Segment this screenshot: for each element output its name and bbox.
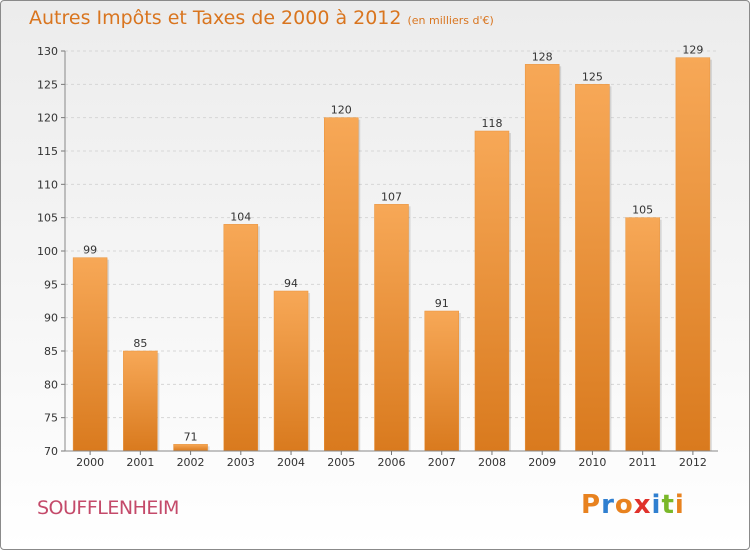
- bar-value-label: 99: [83, 244, 97, 257]
- y-tick-label: 90: [44, 312, 58, 325]
- logo-letter: r: [601, 490, 615, 520]
- x-tick-label: 2004: [277, 456, 305, 469]
- x-tick-label: 2012: [679, 456, 707, 469]
- logo-letter: P: [581, 490, 602, 520]
- bar[interactable]: [474, 130, 510, 452]
- town-name: SOUFFLENHEIM: [37, 497, 179, 519]
- bar[interactable]: [675, 57, 711, 452]
- y-tick-label: 75: [44, 412, 58, 425]
- bar-value-label: 94: [284, 277, 298, 290]
- y-tick-label: 130: [37, 45, 58, 58]
- bar[interactable]: [123, 350, 158, 452]
- y-tick-label: 125: [37, 78, 58, 91]
- y-tick-label: 110: [37, 178, 58, 191]
- bar-value-label: 104: [230, 210, 251, 223]
- x-tick-label: 2006: [378, 456, 406, 469]
- bar-value-label: 85: [133, 337, 147, 350]
- x-tick-label: 2005: [327, 456, 355, 469]
- chart-title-text: Autres Impôts et Taxes de 2000 à 2012: [29, 7, 402, 29]
- bar[interactable]: [424, 310, 459, 452]
- bar[interactable]: [173, 444, 208, 452]
- logo-letter: i: [651, 490, 662, 520]
- bar-value-label: 71: [184, 430, 198, 443]
- proxiti-logo[interactable]: Proxiti: [581, 490, 685, 520]
- y-tick-label: 70: [44, 445, 58, 458]
- x-tick-label: 2009: [528, 456, 556, 469]
- chart-unit: (en milliers d'€): [407, 14, 494, 27]
- bar-value-label: 105: [632, 204, 653, 217]
- x-tick-label: 2010: [578, 456, 606, 469]
- y-tick-label: 120: [37, 112, 58, 125]
- y-tick-label: 95: [44, 278, 58, 291]
- y-tick-label: 115: [37, 145, 58, 158]
- bar-value-label: 107: [381, 190, 402, 203]
- x-tick-label: 2002: [177, 456, 205, 469]
- bar-value-label: 128: [532, 50, 553, 63]
- y-tick-label: 100: [37, 245, 58, 258]
- bar[interactable]: [575, 84, 610, 452]
- x-tick-label: 2003: [227, 456, 255, 469]
- logo-letter: o: [614, 490, 634, 520]
- y-tick-label: 85: [44, 345, 58, 358]
- x-tick-label: 2007: [428, 456, 456, 469]
- bar[interactable]: [273, 290, 309, 452]
- x-tick-label: 2011: [629, 456, 657, 469]
- chart-title: Autres Impôts et Taxes de 2000 à 2012 (en…: [29, 7, 494, 29]
- bar[interactable]: [524, 64, 560, 452]
- x-tick-label: 2001: [126, 456, 154, 469]
- logo-letter: x: [633, 490, 652, 520]
- logo-letter: i: [674, 490, 685, 520]
- bar-value-label: 125: [582, 70, 603, 83]
- bar-value-label: 129: [682, 44, 703, 57]
- bar[interactable]: [223, 224, 259, 452]
- y-tick-label: 105: [37, 212, 58, 225]
- bar[interactable]: [324, 117, 359, 452]
- y-tick-label: 80: [44, 378, 58, 391]
- bar[interactable]: [625, 217, 660, 452]
- bar[interactable]: [374, 204, 409, 452]
- x-tick-label: 2008: [478, 456, 506, 469]
- bar-value-label: 91: [435, 297, 449, 310]
- bar-value-label: 120: [331, 104, 352, 117]
- x-tick-label: 2000: [76, 456, 104, 469]
- bar[interactable]: [72, 257, 108, 452]
- bar-value-label: 118: [481, 117, 502, 130]
- logo-letter: t: [661, 490, 675, 520]
